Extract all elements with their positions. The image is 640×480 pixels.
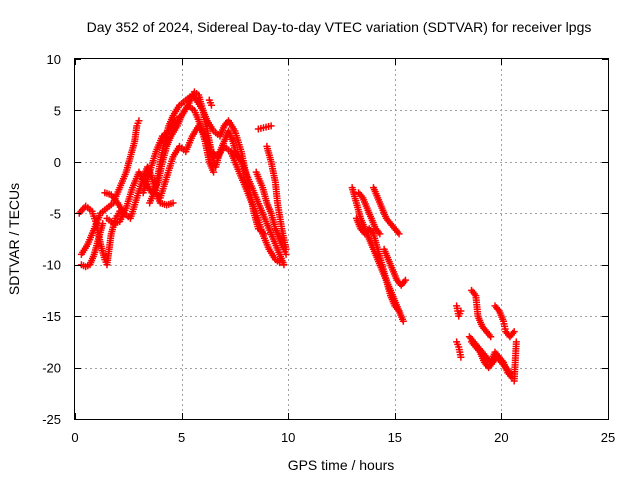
y-tick-label: -5 — [49, 206, 61, 221]
data-point — [457, 353, 465, 361]
x-tick-label: 0 — [71, 430, 78, 445]
plot-frame — [74, 58, 609, 420]
x-tick-label: 15 — [388, 430, 402, 445]
data-point — [169, 199, 177, 207]
y-tick-label: 0 — [54, 155, 61, 170]
data-point — [210, 168, 218, 176]
y-tick-label: -15 — [42, 309, 61, 324]
data-point — [135, 117, 143, 125]
data-point — [395, 307, 403, 315]
grid-layer — [75, 59, 608, 419]
y-tick-label: -25 — [42, 412, 61, 427]
x-tick-label: 10 — [281, 430, 295, 445]
data-point — [282, 245, 290, 253]
data-point — [399, 317, 407, 325]
data-point — [512, 338, 520, 346]
data-point — [487, 333, 495, 341]
data-point — [457, 307, 465, 315]
x-tick-label: 25 — [601, 430, 615, 445]
chart-title: Day 352 of 2024, Sidereal Day-to-day VTE… — [87, 19, 592, 35]
data-point — [510, 328, 518, 336]
data-point — [376, 230, 384, 238]
data-point — [395, 230, 403, 238]
y-tick-label: 10 — [47, 52, 61, 67]
x-axis-label: GPS time / hours — [288, 457, 395, 473]
y-axis-label: SDTVAR / TECUs — [6, 183, 22, 295]
x-tick-label: 20 — [494, 430, 508, 445]
data-point — [280, 261, 288, 269]
y-tick-label: 5 — [54, 103, 61, 118]
x-tick-label: 5 — [178, 430, 185, 445]
data-point — [207, 101, 215, 109]
data-marks — [75, 88, 520, 385]
data-point — [267, 122, 275, 130]
data-point — [99, 220, 107, 228]
y-tick-label: -20 — [42, 361, 61, 376]
axis-ticks: 0 5 10 15 20 25 -25 -20 -15 -10 -5 0 5 10 — [42, 52, 615, 445]
y-tick-label: -10 — [42, 258, 61, 273]
data-point — [401, 276, 409, 284]
